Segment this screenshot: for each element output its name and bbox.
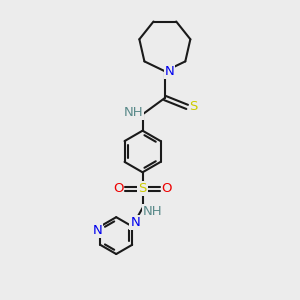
- Text: O: O: [162, 182, 172, 195]
- Text: N: N: [130, 216, 140, 229]
- Text: S: S: [190, 100, 198, 113]
- Text: NH: NH: [124, 106, 143, 119]
- Text: N: N: [165, 65, 175, 78]
- Text: NH: NH: [143, 205, 163, 218]
- Text: S: S: [138, 182, 147, 195]
- Text: N: N: [92, 224, 102, 237]
- Text: O: O: [113, 182, 123, 195]
